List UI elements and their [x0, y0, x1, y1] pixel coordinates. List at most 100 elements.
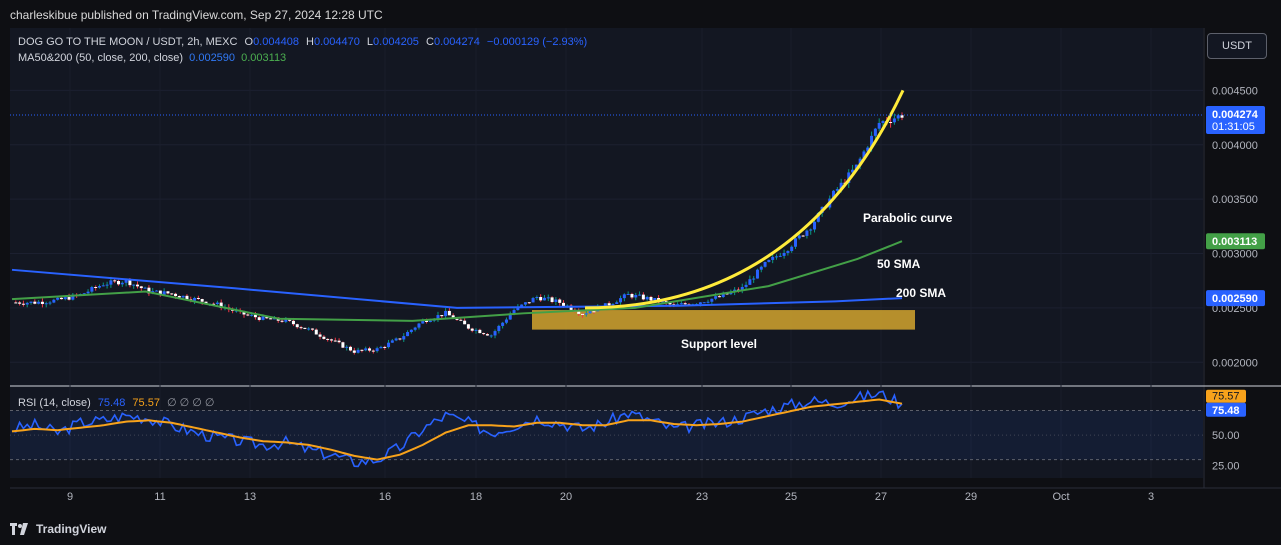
candle-body: [379, 346, 383, 349]
ma200-value: 0.003113: [241, 52, 287, 64]
ma-legend: MA50&200 (50, close, 200, close) 0.00259…: [18, 52, 286, 64]
candle-body: [634, 294, 638, 298]
candle-body: [48, 302, 52, 304]
candle-body: [801, 235, 805, 237]
footer-bar: TradingView: [0, 512, 1281, 545]
candle-body: [607, 303, 611, 306]
candle-body: [710, 298, 714, 302]
candle-body: [101, 285, 105, 287]
annotation-label: 50 SMA: [877, 257, 921, 271]
last-price-label: 0.004274: [1212, 109, 1259, 121]
candle-body: [615, 302, 619, 304]
candle-body: [455, 318, 459, 320]
price-tick-label: 0.003500: [1212, 194, 1258, 206]
candle-body: [870, 135, 874, 148]
rsi-legend: RSI (14, close) 75.48 75.57 ∅ ∅ ∅ ∅: [18, 396, 215, 409]
candle-body: [421, 320, 425, 324]
candle-body: [706, 301, 710, 303]
price-tick-label: 0.003000: [1212, 249, 1258, 261]
candle-body: [714, 296, 718, 299]
candle-body: [428, 320, 432, 322]
candle-body: [813, 221, 817, 230]
candle-body: [748, 279, 752, 285]
candle-body: [44, 303, 48, 305]
candle-body: [584, 313, 588, 315]
rsi-value: 75.48: [97, 397, 126, 409]
candle-body: [889, 122, 893, 124]
rsi-ma-line: [11, 398, 903, 461]
time-tick-label: 20: [560, 491, 572, 503]
candle-body: [322, 336, 326, 339]
candle-body: [390, 340, 394, 343]
close-value: 0.004274: [433, 36, 480, 48]
candle-body: [417, 323, 421, 328]
candle-body: [200, 298, 204, 302]
candle-body: [56, 297, 60, 300]
candle-body: [356, 349, 360, 353]
candle-body: [466, 324, 470, 329]
tradingview-logo[interactable]: TradingView: [10, 522, 106, 536]
candle-body: [698, 302, 702, 305]
price-tick-label: 0.004500: [1212, 85, 1258, 97]
candle-body: [196, 297, 200, 299]
candle-body: [139, 286, 143, 289]
candle-body: [717, 296, 721, 298]
candle-body: [759, 266, 763, 270]
candle-body: [626, 293, 630, 295]
candle-body: [402, 336, 406, 340]
candle-body: [622, 294, 626, 299]
candle-body: [59, 297, 63, 300]
candle-body: [120, 282, 124, 285]
candle-body: [25, 302, 29, 305]
candle-body: [326, 338, 330, 340]
candle-body: [52, 299, 56, 303]
candle-body: [508, 314, 512, 320]
annotation-label: 200 SMA: [896, 286, 946, 300]
candle-body: [501, 322, 505, 326]
candle-body: [63, 297, 67, 300]
ma50-value: 0.002590: [189, 52, 236, 64]
publisher-bar: charleskibue published on TradingView.co…: [0, 0, 1281, 28]
time-tick-label: 13: [244, 491, 256, 503]
candle-body: [558, 299, 562, 303]
candle-body: [497, 325, 501, 332]
candle-body: [660, 301, 664, 303]
candle-body: [489, 335, 493, 337]
chart-canvas[interactable]: 0.0045000.0040000.0035000.0030000.002500…: [0, 28, 1281, 512]
candle-body: [463, 320, 467, 325]
candle-body: [409, 329, 413, 333]
candle-body: [767, 259, 771, 262]
countdown-label: 01:31:05: [1212, 121, 1255, 133]
candle-body: [436, 315, 440, 320]
candle-body: [21, 303, 25, 305]
rsi-ma-tag-label: 75.57: [1212, 391, 1240, 403]
candle-body: [307, 328, 311, 330]
candle-body: [554, 299, 558, 302]
tradingview-logo-icon: [10, 523, 28, 535]
candle-body: [485, 334, 489, 336]
candle-body: [786, 251, 790, 253]
candle-body: [778, 255, 782, 257]
candle-body: [113, 280, 117, 282]
candle-body: [14, 302, 18, 304]
candle-body: [832, 190, 836, 199]
rsi-tag: [1206, 402, 1246, 417]
candle-body: [512, 310, 516, 315]
candle-body: [341, 342, 345, 348]
candle-body: [588, 311, 592, 314]
candle-body: [257, 317, 261, 320]
candle-body: [177, 296, 181, 298]
currency-button[interactable]: USDT: [1207, 33, 1267, 59]
candle-body: [493, 331, 497, 336]
candle-body: [246, 314, 250, 316]
candle-body: [253, 314, 257, 318]
annotation-label: Support level: [681, 337, 757, 351]
candle-body: [37, 301, 41, 304]
rsi-extra: ∅ ∅ ∅ ∅: [167, 397, 215, 409]
candle-body: [97, 286, 101, 288]
candle-body: [546, 297, 550, 299]
candle-body: [523, 302, 527, 305]
time-tick-label: Oct: [1052, 491, 1069, 503]
support-zone: [532, 310, 915, 330]
candle-body: [383, 346, 387, 348]
